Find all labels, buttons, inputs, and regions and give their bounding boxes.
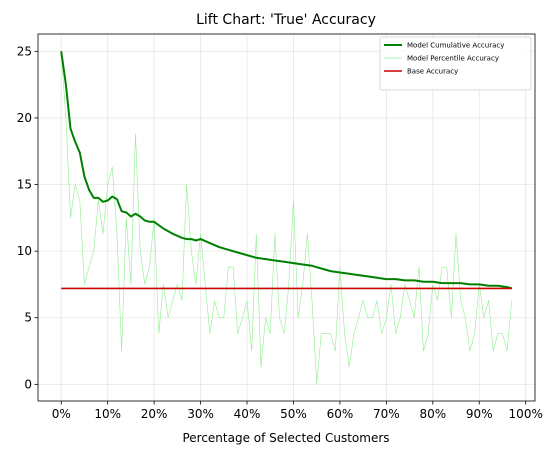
x-tick-label: 10% [94, 407, 121, 421]
y-tick-label: 10 [17, 244, 32, 258]
x-axis-label: Percentage of Selected Customers [182, 431, 389, 445]
axes: 0% 10% 20% 30% 40% 50% 60% 70% 80% 90% 100% 0 5 10 15 2… [17, 33, 543, 421]
x-tick-label: 80% [419, 407, 446, 421]
series [60, 51, 513, 385]
x-tick-label: 40% [234, 407, 261, 421]
x-tick-label: 0% [52, 407, 71, 421]
y-tick-label: 0 [24, 377, 32, 391]
legend-label-model-cumulative-accuracy: Model Cumulative Accuracy [407, 42, 504, 50]
series-line-model-percentile-accuracy [60, 51, 513, 385]
x-tick-label: 30% [187, 407, 214, 421]
x-tick-label: 100% [509, 407, 543, 421]
series-line-model-cumulative-accuracy [60, 51, 513, 290]
grid [38, 34, 535, 401]
y-tick-label: 25 [17, 44, 32, 58]
x-tick-label: 60% [327, 407, 354, 421]
y-tick-label: 5 [24, 311, 32, 325]
x-tick-label: 20% [141, 407, 168, 421]
x-tick-label: 90% [466, 407, 493, 421]
legend: Model Cumulative Accuracy Model Percentil… [379, 36, 532, 91]
legend-label-base-accuracy: Base Accuracy [407, 68, 458, 76]
plot-frame [37, 33, 536, 402]
y-tick-label: 15 [17, 178, 32, 192]
chart-title: Lift Chart: 'True' Accuracy [196, 12, 376, 28]
legend-label-model-percentile-accuracy: Model Percentile Accuracy [407, 55, 499, 63]
x-tick-label: 50% [280, 407, 307, 421]
x-tick-label: 70% [373, 407, 400, 421]
y-tick-label: 20 [17, 111, 32, 125]
legend-box [379, 36, 532, 91]
